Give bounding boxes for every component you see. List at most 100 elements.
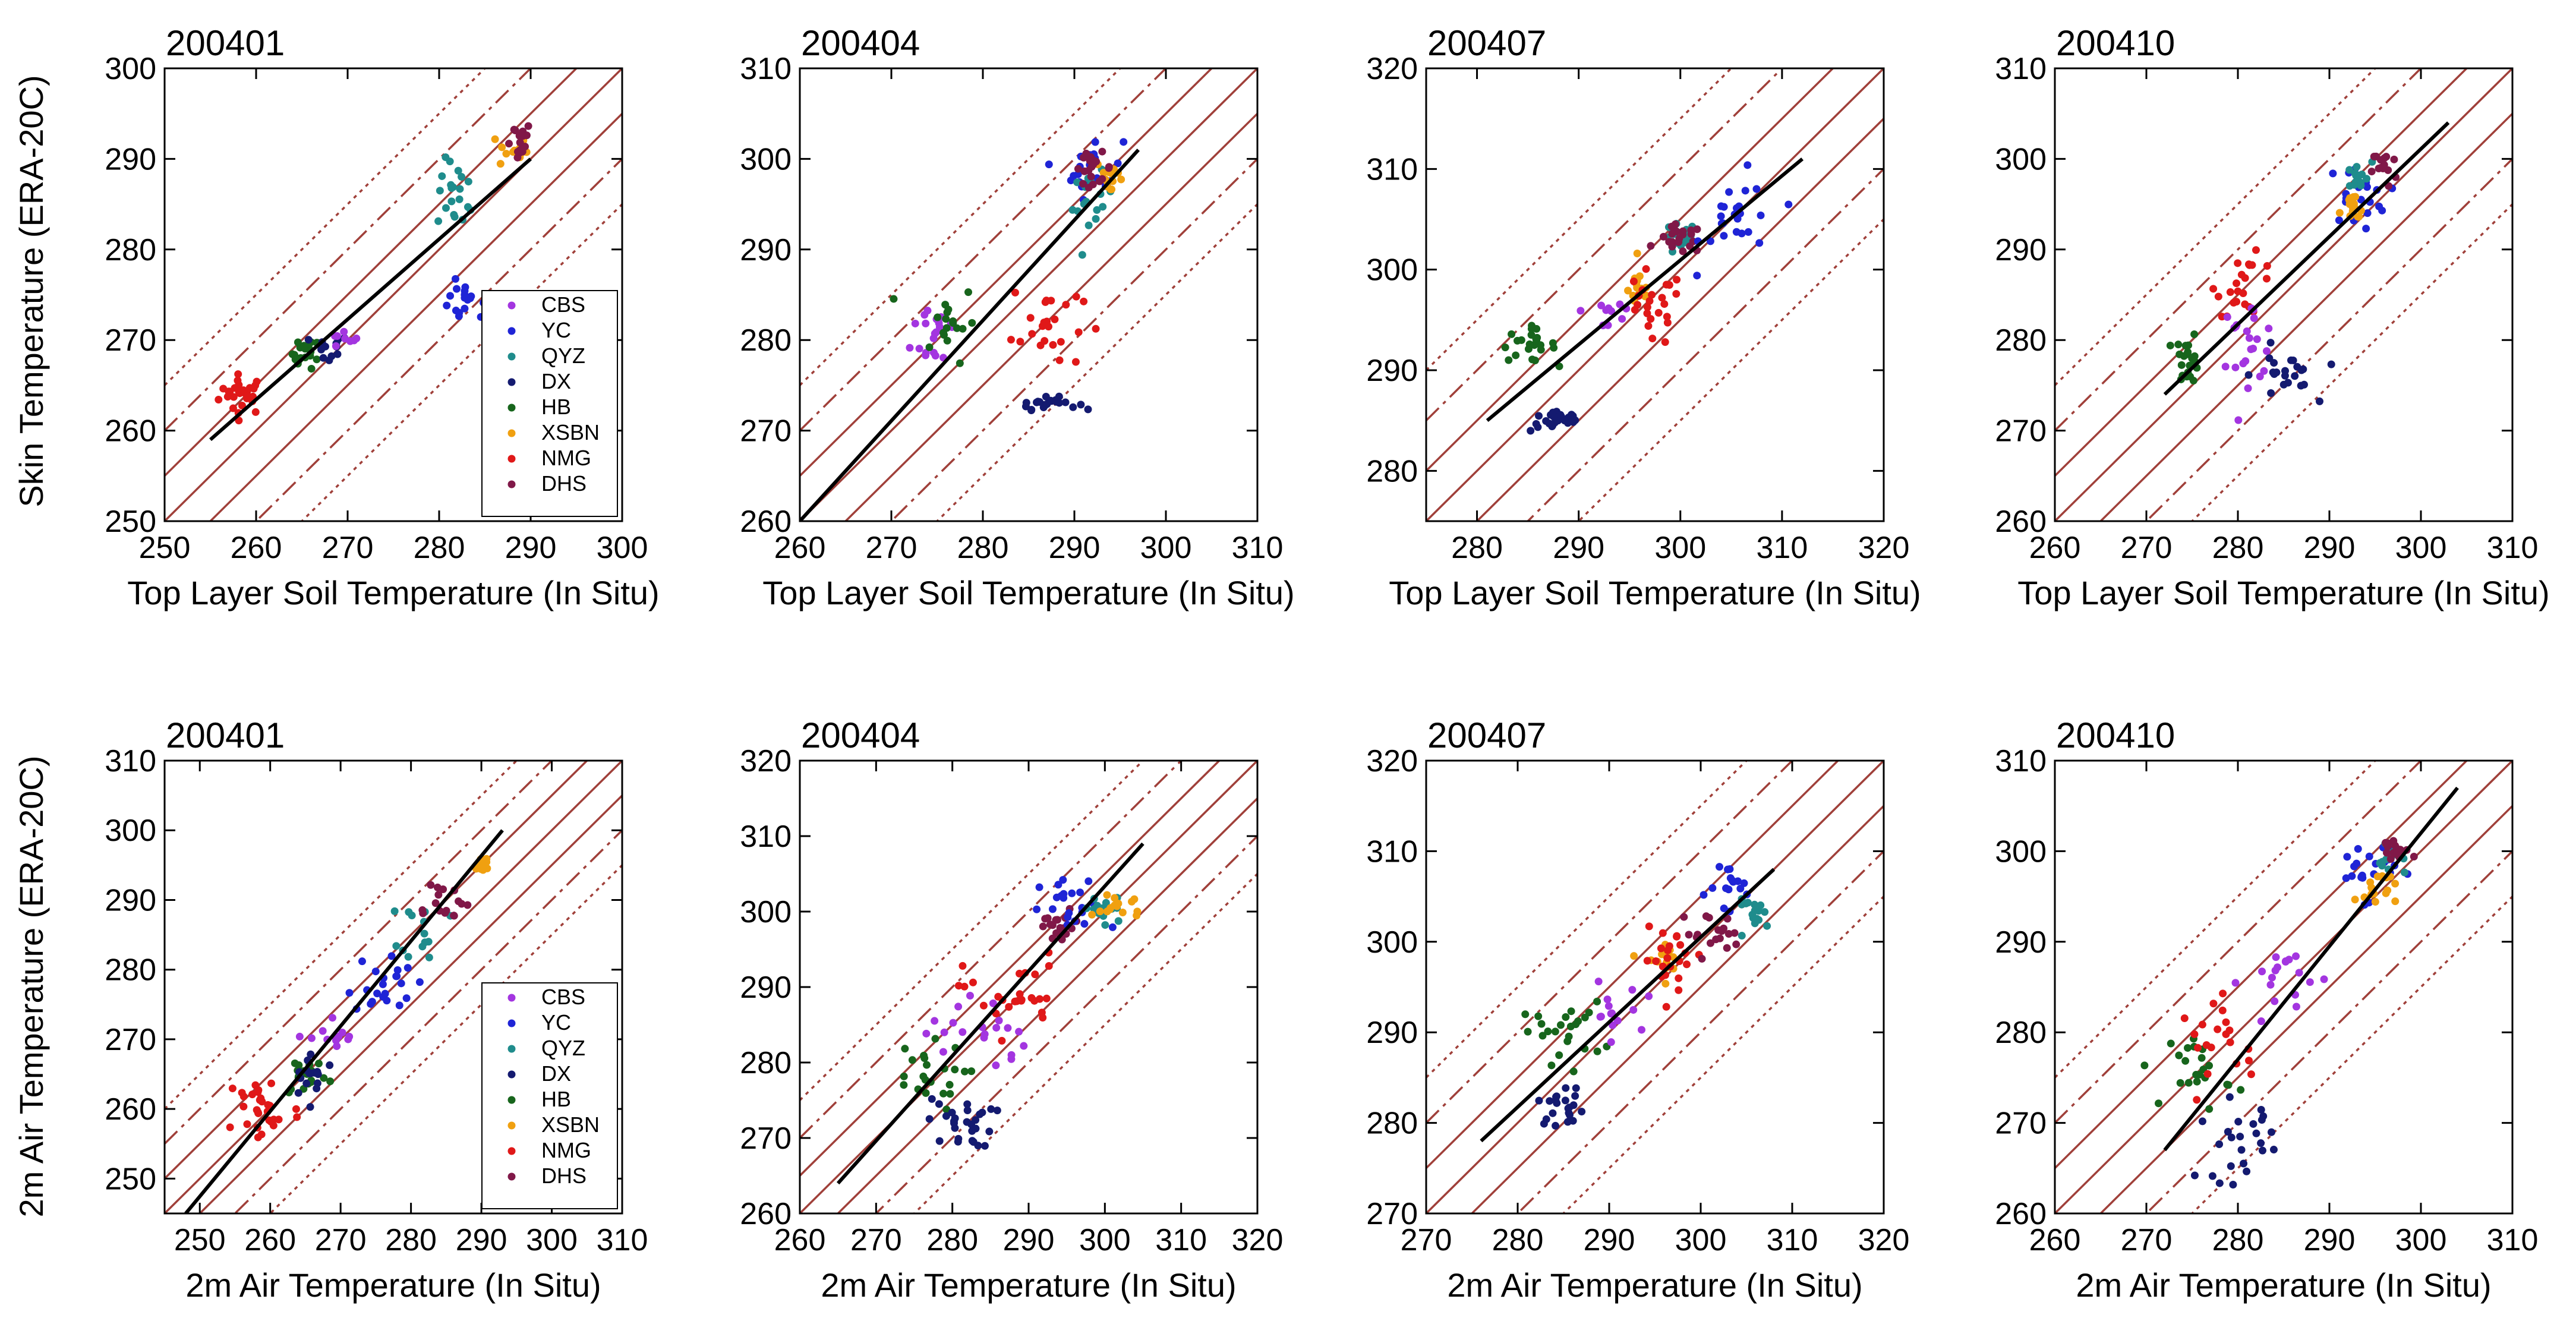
data-point — [1527, 427, 1535, 435]
data-point — [1723, 915, 1732, 923]
data-point — [1105, 163, 1113, 171]
data-point — [954, 1137, 962, 1146]
data-point — [1011, 288, 1019, 297]
data-point — [2265, 354, 2274, 362]
data-point — [2224, 1128, 2232, 1136]
data-point — [1663, 319, 1672, 327]
panel-title: 200404 — [801, 715, 920, 755]
data-point — [1645, 297, 1654, 305]
y-tick-label: 270 — [105, 1023, 156, 1057]
data-point — [935, 1100, 943, 1108]
data-point — [231, 384, 239, 392]
x-axis-label: 2m Air Temperature (In Situ) — [185, 1266, 601, 1304]
data-point — [1106, 904, 1115, 912]
data-point — [1084, 405, 1092, 414]
y-tick-label: 300 — [740, 895, 792, 929]
chart-panel: 260 270 280 290 300 310 260 270 280 290 300 310 2004… — [1995, 715, 2539, 1304]
data-point — [1687, 230, 1695, 238]
x-axis-label: Top Layer Soil Temperature (In Situ) — [2017, 574, 2549, 611]
legend-box — [481, 290, 618, 517]
x-axis-label: Top Layer Soil Temperature (In Situ) — [127, 574, 659, 611]
data-point — [250, 384, 258, 393]
data-point — [2378, 857, 2386, 866]
offset-reference-line — [874, 835, 1257, 1213]
data-point — [1647, 242, 1655, 250]
data-point — [229, 393, 238, 401]
y-tick-label: 280 — [1366, 454, 1418, 488]
data-point — [1675, 986, 1683, 994]
data-point — [954, 982, 963, 990]
data-point — [239, 1092, 248, 1101]
data-point — [1028, 330, 1036, 338]
offset-reference-line — [1426, 761, 1840, 1169]
data-point — [1562, 1084, 1570, 1092]
data-point — [2353, 859, 2361, 868]
chart-panel: 250 260 270 280 290 300 310 250 260 270 280 290 300 3… — [105, 715, 648, 1304]
data-point — [418, 942, 427, 951]
y-tick-label: 290 — [105, 883, 156, 918]
x-tick-label: 290 — [1584, 1223, 1635, 1257]
y-tick-label: 280 — [1995, 323, 2047, 358]
data-point — [2249, 1120, 2257, 1128]
data-point — [2281, 957, 2290, 965]
data-point — [1093, 206, 1101, 214]
data-point — [1618, 315, 1626, 323]
y-tick-label: 310 — [1995, 52, 2047, 86]
data-point — [1035, 883, 1043, 891]
data-point — [1501, 343, 1509, 352]
data-point — [1098, 175, 1106, 183]
data-point — [958, 961, 967, 970]
data-point — [373, 989, 381, 998]
data-point — [1048, 905, 1057, 913]
legend-marker — [507, 1147, 516, 1155]
y-tick-label: 320 — [1366, 744, 1418, 778]
data-point — [987, 1105, 995, 1113]
data-point — [513, 147, 522, 156]
offset-reference-line — [2055, 68, 2468, 477]
data-point — [313, 1068, 321, 1076]
y-tick-label: 300 — [1995, 142, 2047, 176]
data-point — [2221, 362, 2230, 371]
data-point — [2234, 287, 2242, 295]
y-tick-label: 260 — [1995, 505, 2047, 539]
data-point — [2316, 397, 2324, 405]
data-point — [319, 1027, 327, 1035]
data-point — [1569, 1067, 1578, 1076]
data-point — [442, 204, 450, 212]
data-point — [1550, 412, 1558, 421]
data-point — [1571, 416, 1579, 424]
legend-marker — [507, 429, 516, 437]
data-point — [1549, 339, 1557, 347]
data-point — [2320, 975, 2328, 983]
data-point — [387, 952, 396, 960]
data-point — [1643, 303, 1651, 311]
fit-line — [2163, 121, 2450, 396]
x-tick-label: 270 — [866, 531, 917, 565]
x-axis-label: 2m Air Temperature (In Situ) — [821, 1266, 1236, 1304]
data-point — [1572, 1020, 1580, 1029]
data-point — [1732, 940, 1741, 948]
data-point — [2287, 356, 2296, 364]
y-tick-label: 320 — [740, 744, 792, 778]
data-point — [451, 275, 459, 283]
offset-reference-line — [1526, 168, 1884, 521]
legend-marker — [507, 480, 516, 488]
data-point — [1608, 1009, 1616, 1017]
x-axis-label: Top Layer Soil Temperature (In Situ) — [762, 574, 1294, 611]
data-point — [338, 1028, 346, 1036]
y-tick-label: 270 — [1995, 1106, 2047, 1141]
x-tick-label: 310 — [2487, 1223, 2539, 1257]
data-point — [1763, 922, 1771, 930]
data-point — [1080, 297, 1088, 305]
data-point — [2198, 1117, 2206, 1126]
data-point — [1537, 346, 1545, 354]
data-point — [433, 883, 442, 891]
data-point — [1546, 1097, 1554, 1105]
data-point — [2390, 155, 2398, 163]
data-point — [390, 907, 399, 915]
data-point — [998, 1036, 1006, 1045]
data-point — [1629, 277, 1638, 285]
data-point — [2400, 868, 2408, 877]
legend-label: NMG — [541, 446, 591, 470]
axes-frame — [1425, 67, 1885, 522]
